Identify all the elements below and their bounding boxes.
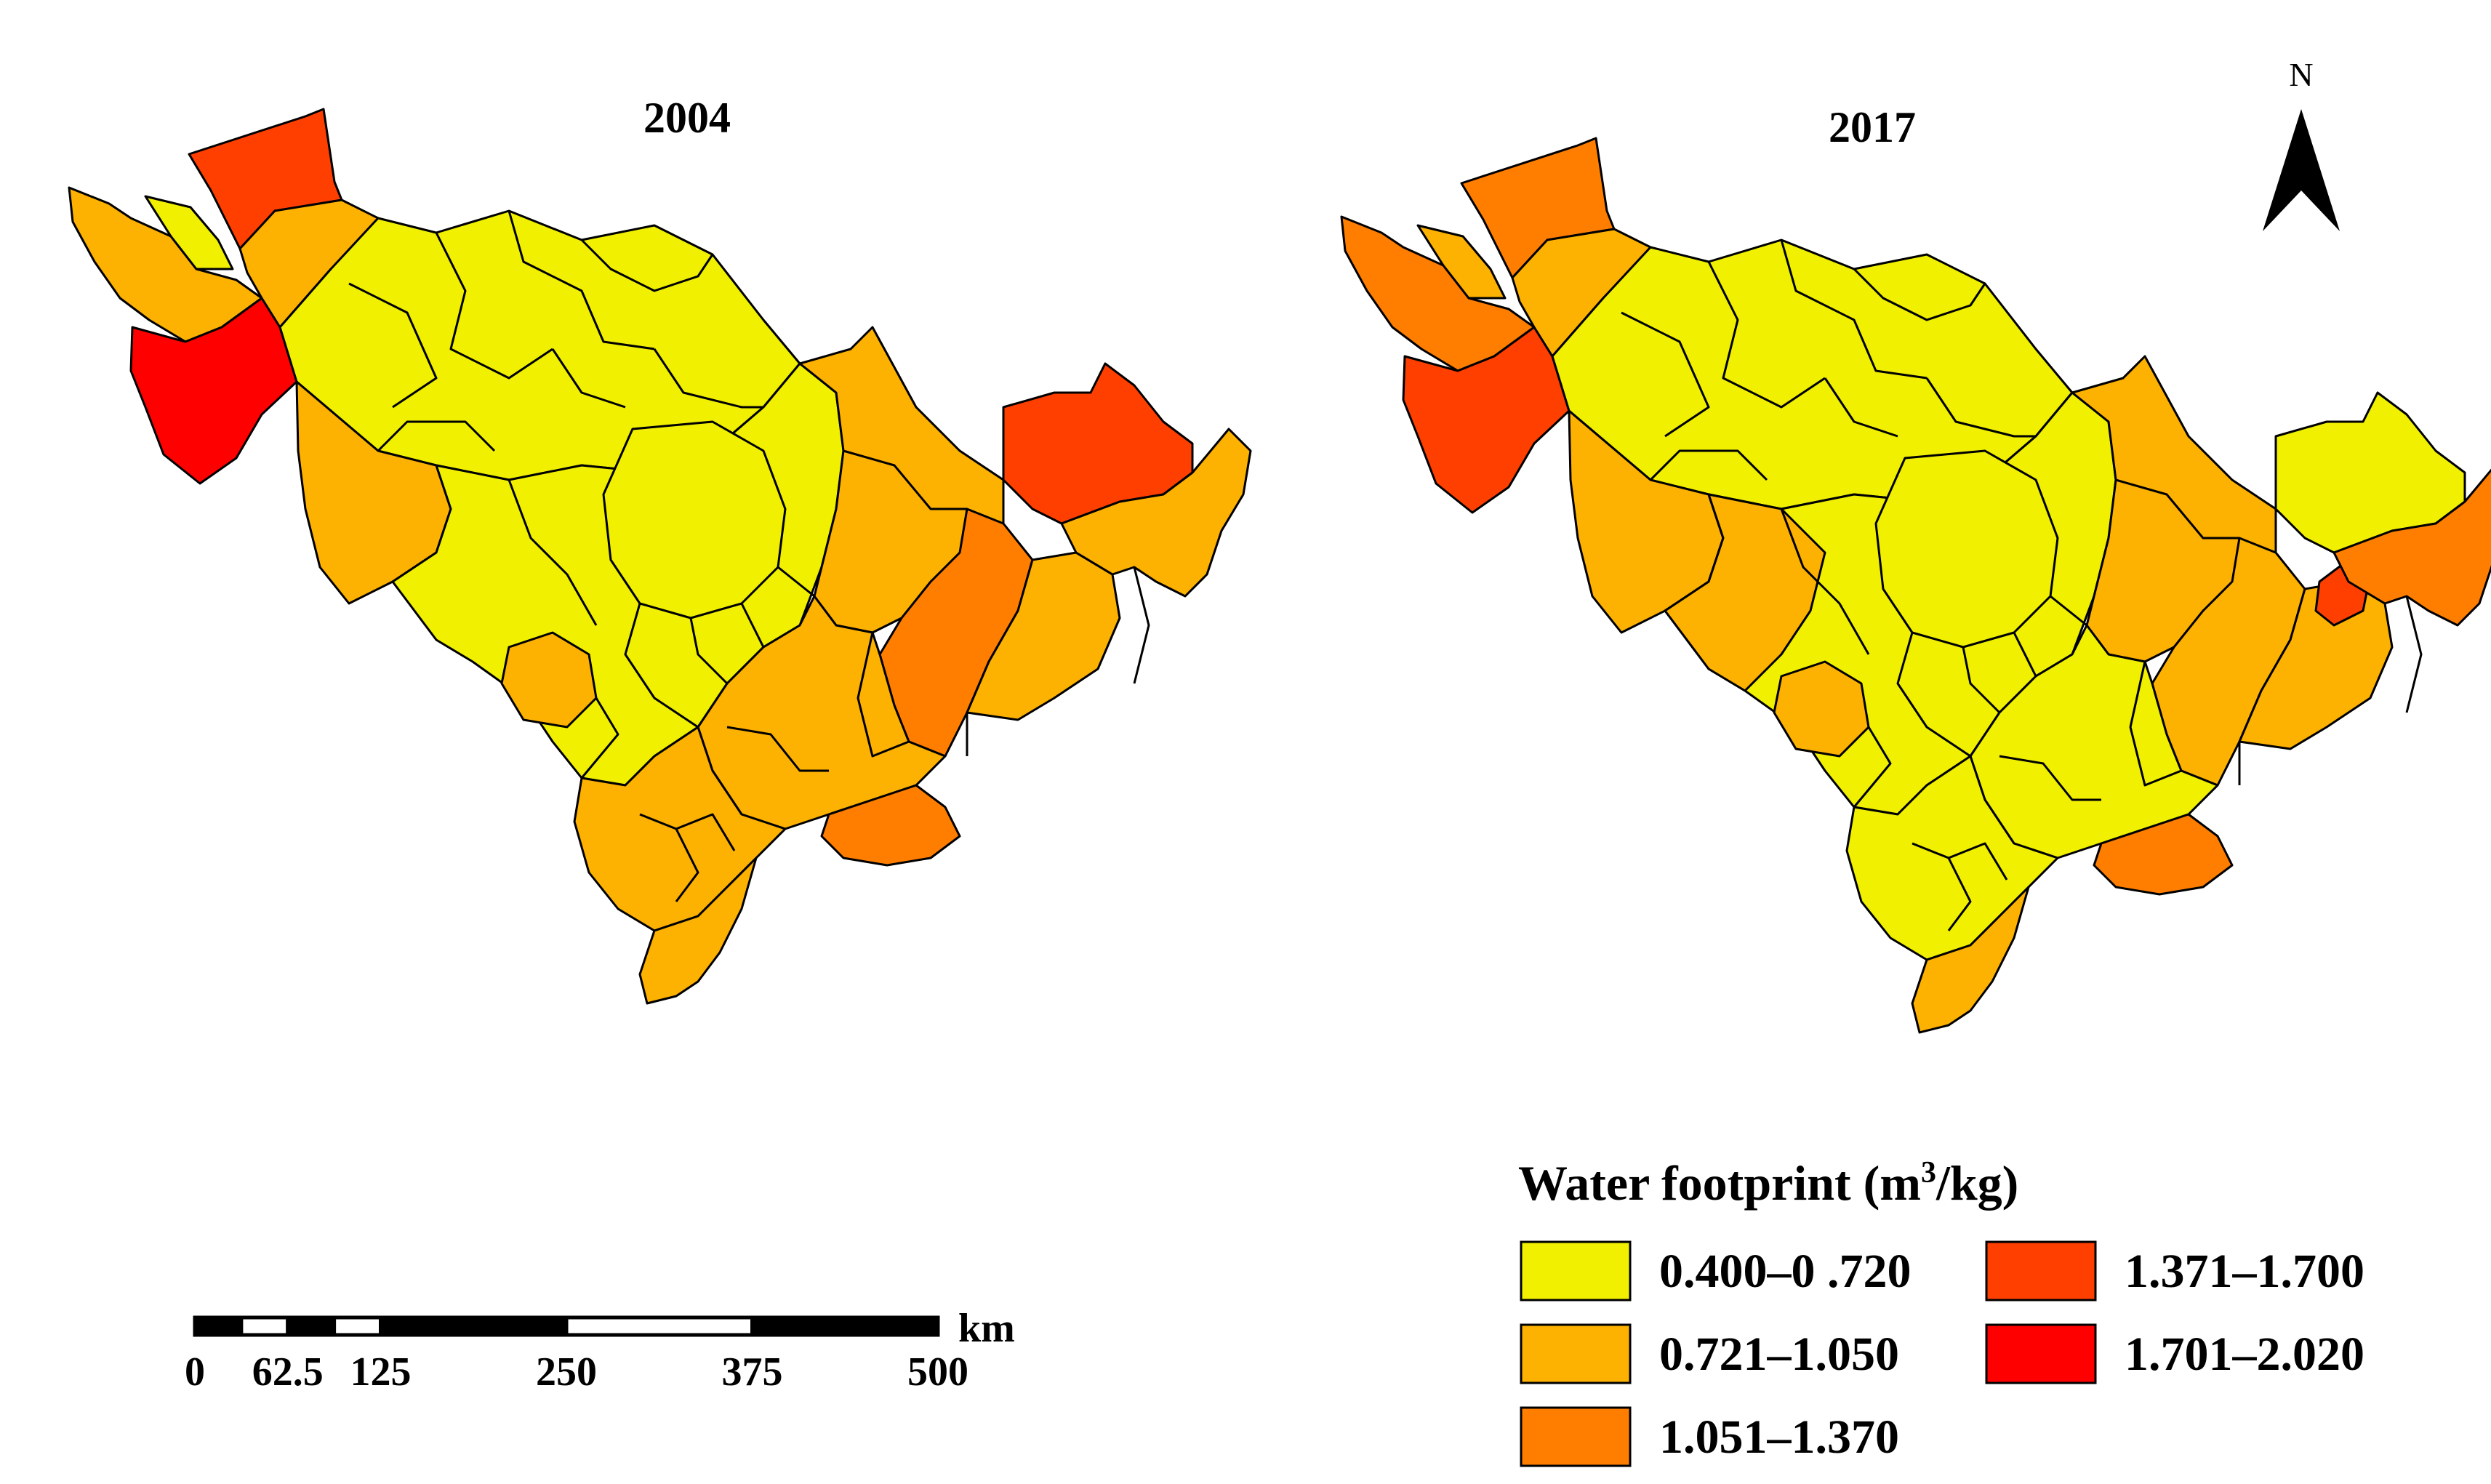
scale-segment-3 — [332, 1315, 382, 1337]
legend-label-1: 0.721–1.050 — [1659, 1328, 1899, 1381]
scale-tick-label-2: 125 — [350, 1349, 412, 1395]
legend: Water footprint (m3/kg) 0.400–0 .720 0.72… — [1518, 1155, 2364, 1467]
legend-title-main: Water footprint (m — [1518, 1155, 1921, 1211]
scale-segment-5 — [564, 1315, 754, 1337]
scale-tick-label-5: 500 — [907, 1349, 968, 1395]
region-city-ring-2004 — [602, 420, 787, 619]
legend-title-end: /kg) — [1936, 1155, 2018, 1211]
scale-bar: 0 62.5 125 250 375 500 km — [185, 1306, 1015, 1395]
map-regions-2017 — [1340, 137, 2491, 1034]
legend-swatch-1 — [1520, 1323, 1632, 1384]
legend-swatch-3 — [1985, 1240, 2097, 1301]
scale-tick-label-3: 250 — [536, 1349, 597, 1395]
map-title-2004: 2004 — [643, 94, 731, 142]
scale-ticks: 0 62.5 125 250 375 500 — [185, 1349, 968, 1395]
legend-title-superscript: 3 — [1921, 1156, 1936, 1190]
legend-swatch-4 — [1985, 1323, 2097, 1384]
region-city-ring-2017 — [1874, 449, 2059, 649]
legend-swatch-2 — [1520, 1406, 1632, 1467]
map-title-2017: 2017 — [1829, 103, 1916, 151]
scale-segment-2 — [286, 1315, 337, 1337]
legend-label-4: 1.701–2.020 — [2125, 1328, 2364, 1381]
scale-segment-1 — [239, 1315, 290, 1337]
scale-tick-label-0: 0 — [185, 1349, 205, 1395]
map-2017: 2017 — [1340, 103, 2491, 1034]
map-regions-2004 — [68, 108, 1252, 1005]
scale-tick-label-4: 375 — [722, 1349, 783, 1395]
legend-swatch-0 — [1520, 1240, 1632, 1301]
north-label: N — [2289, 56, 2313, 93]
legend-items: 0.400–0 .720 0.721–1.050 1.051–1.370 1.371–… — [1520, 1240, 2364, 1467]
scale-segment-4 — [379, 1315, 569, 1337]
scale-segments — [193, 1315, 940, 1337]
legend-label-0: 0.400–0 .720 — [1659, 1245, 1912, 1298]
north-arrow-right-half — [2301, 109, 2340, 231]
legend-label-2: 1.051–1.370 — [1659, 1411, 1899, 1464]
map-2004: 2004 — [68, 94, 1252, 1005]
north-arrow: N — [2263, 56, 2340, 231]
scale-segment-0 — [193, 1315, 244, 1337]
scale-segment-6 — [750, 1315, 940, 1337]
legend-label-3: 1.371–1.700 — [2125, 1245, 2364, 1298]
north-arrow-left-half — [2263, 109, 2301, 231]
scale-unit: km — [958, 1306, 1015, 1351]
legend-title: Water footprint (m3/kg) — [1518, 1155, 2018, 1211]
scale-tick-label-1: 62.5 — [252, 1349, 324, 1395]
